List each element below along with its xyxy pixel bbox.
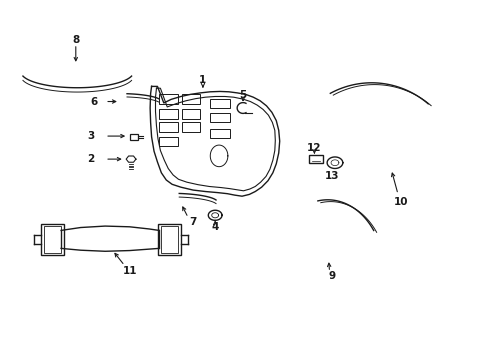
Bar [159, 137, 178, 146]
Bar [158, 224, 181, 255]
Bar [210, 129, 229, 138]
Bar [159, 122, 178, 132]
Text: 9: 9 [328, 271, 335, 282]
Text: 4: 4 [211, 222, 219, 232]
Text: 7: 7 [189, 217, 197, 228]
Text: 8: 8 [72, 35, 79, 45]
Text: 10: 10 [393, 197, 407, 207]
Bar [43, 226, 61, 253]
Bar [159, 94, 178, 104]
Bar [161, 226, 178, 253]
Text: 1: 1 [199, 75, 206, 85]
Bar [182, 94, 200, 104]
Text: 5: 5 [239, 90, 246, 100]
Text: 12: 12 [306, 143, 321, 153]
Bar [308, 155, 322, 163]
Text: 3: 3 [87, 131, 94, 141]
Text: 13: 13 [325, 171, 339, 181]
Text: 11: 11 [122, 266, 137, 276]
Bar [210, 113, 229, 122]
Bar [210, 99, 229, 108]
Bar [41, 224, 64, 255]
Bar [182, 109, 200, 119]
Bar [129, 134, 138, 140]
Bar [159, 109, 178, 119]
Text: 6: 6 [90, 96, 97, 107]
Bar [182, 122, 200, 132]
Text: 2: 2 [87, 154, 94, 164]
